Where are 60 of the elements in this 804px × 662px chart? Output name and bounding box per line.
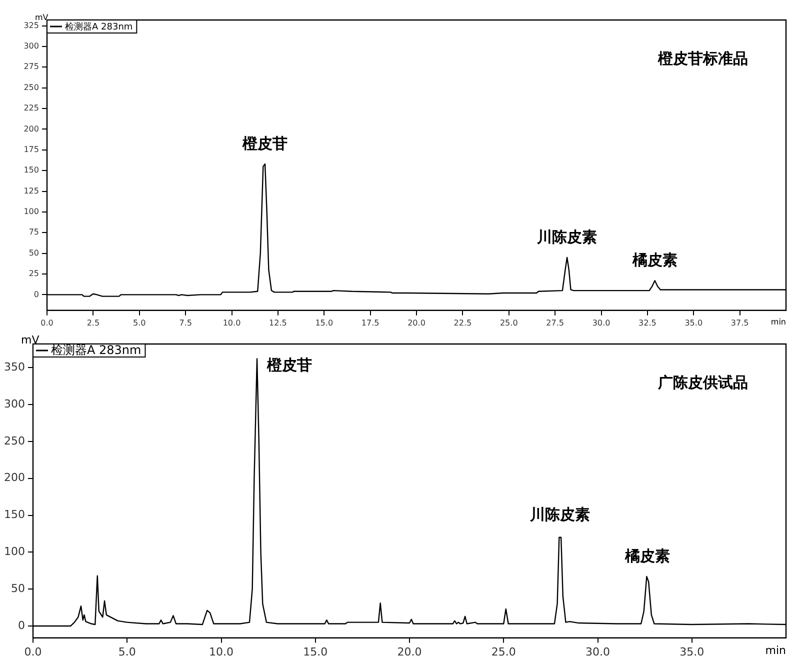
y-tick-label: 200 [4, 471, 25, 484]
y-tick-label: 100 [4, 545, 25, 558]
y-tick-label: 225 [24, 104, 39, 113]
y-tick-label: 125 [24, 186, 39, 196]
y-tick-label: 325 [24, 20, 39, 30]
y-tick-label: 300 [24, 42, 39, 51]
y-tick-label: 250 [4, 434, 25, 448]
annotation: 橙皮苷 [242, 134, 288, 152]
annotation: 川陈皮素 [536, 228, 598, 246]
x-tick-label: 5.0 [133, 318, 146, 328]
y-axis-title: mV [35, 13, 49, 22]
text: 橙皮苷标准品 [657, 49, 748, 68]
x-tick-label: 17.5 [361, 318, 380, 328]
y-tick-label: 150 [24, 166, 39, 175]
x-tick-label: 12.5 [269, 318, 287, 328]
x-tick-label: 20.0 [397, 645, 422, 658]
x-tick-label: 32.5 [638, 318, 656, 328]
legend-label: 检测器A 283nm [65, 21, 133, 32]
y-tick-label: 50 [11, 582, 25, 595]
annotation: 橘皮素 [624, 546, 670, 565]
y-tick-label: 175 [24, 144, 39, 154]
x-tick-label: 7.5 [179, 318, 192, 328]
y-tick-label: 0 [18, 618, 25, 632]
y-tick-label: 0 [34, 290, 39, 299]
x-tick-label: 27.5 [546, 318, 564, 328]
y-tick-label: 150 [4, 508, 25, 522]
x-tick-label: 2.5 [86, 318, 100, 328]
y-tick-label: 25 [28, 269, 39, 278]
x-tick-label: 35.0 [680, 645, 704, 658]
y-tick-label: 50 [28, 248, 39, 258]
x-tick-label: 5.0 [118, 645, 136, 658]
text: 广陈皮供试品 [657, 373, 748, 392]
x-tick-label: 30.0 [592, 318, 610, 328]
y-tick-label: 350 [4, 360, 25, 374]
annotation: 橙皮苷 [266, 356, 312, 374]
x-tick-label: 25.0 [491, 645, 516, 658]
y-tick-label: 275 [24, 62, 39, 72]
x-tick-label: 10.0 [222, 318, 241, 328]
x-tick-label: 10.0 [209, 645, 234, 658]
annotation: 橘皮素 [631, 251, 678, 270]
y-tick-label: 300 [4, 397, 25, 410]
y-axis-title: mV [21, 333, 40, 346]
annotation: 川陈皮素 [529, 506, 590, 524]
legend-label: 检测器A 283nm [51, 343, 142, 358]
y-tick-label: 75 [28, 228, 39, 237]
x-tick-label: 37.5 [730, 318, 749, 328]
x-tick-label: 25.0 [500, 318, 518, 328]
x-axis-title: min [770, 317, 786, 326]
x-tick-label: 0.0 [40, 318, 54, 328]
x-tick-label: 15.0 [315, 318, 334, 328]
x-axis-title: min [765, 644, 786, 658]
x-tick-label: 0.0 [24, 645, 42, 658]
x-tick-label: 15.0 [303, 645, 328, 658]
y-tick-label: 100 [24, 207, 39, 216]
x-tick-label: 20.0 [408, 318, 426, 328]
x-tick-label: 22.5 [454, 318, 472, 328]
x-tick-label: 30.0 [586, 645, 610, 658]
y-tick-label: 250 [24, 82, 39, 92]
x-tick-label: 35.0 [684, 318, 703, 328]
y-tick-label: 200 [24, 124, 39, 134]
